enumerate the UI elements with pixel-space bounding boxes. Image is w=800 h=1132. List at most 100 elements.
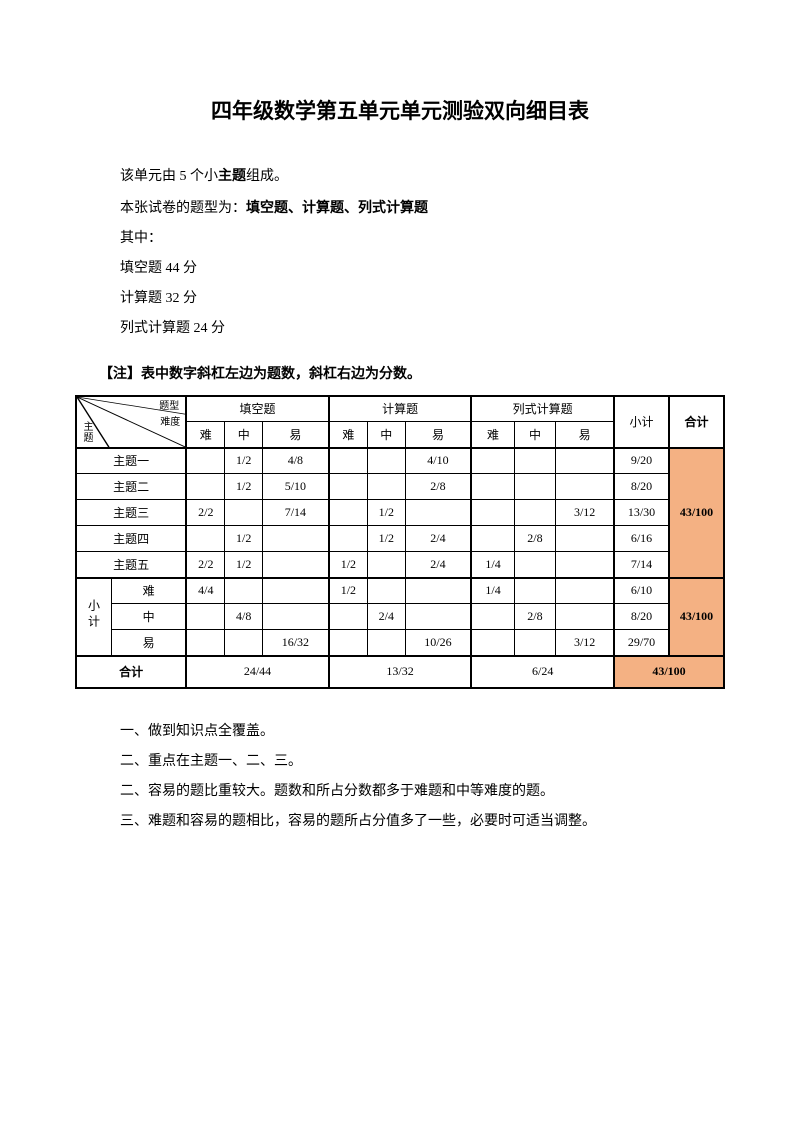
cell-subtotal: 9/20 bbox=[614, 448, 669, 474]
cell bbox=[556, 448, 614, 474]
intro-line-2: 本张试卷的题型为：填空题、计算题、列式计算题 bbox=[120, 192, 725, 224]
intro-line-6: 列式计算题 24 分 bbox=[120, 314, 725, 344]
cell bbox=[186, 474, 225, 500]
cell: 2/8 bbox=[514, 604, 556, 630]
cell: 5/10 bbox=[262, 474, 328, 500]
cell bbox=[514, 630, 556, 656]
table-row: 主题五 2/2 1/2 1/2 2/4 1/4 7/14 bbox=[76, 552, 724, 578]
cell bbox=[186, 526, 225, 552]
cell: 1/2 bbox=[225, 448, 263, 474]
cell: 2/4 bbox=[368, 604, 406, 630]
footer-line: 一、做到知识点全覆盖。 bbox=[120, 717, 725, 747]
cell bbox=[329, 630, 368, 656]
cell: 4/8 bbox=[225, 604, 263, 630]
cell: 16/32 bbox=[262, 630, 328, 656]
footer-line: 二、重点在主题一、二、三。 bbox=[120, 747, 725, 777]
cell-total: 43/100 bbox=[669, 578, 724, 656]
table-row: 主题二 1/2 5/10 2/8 8/20 bbox=[76, 474, 724, 500]
row-label: 主题二 bbox=[76, 474, 186, 500]
cell bbox=[368, 474, 406, 500]
cell: 1/2 bbox=[368, 500, 406, 526]
row-label: 主题一 bbox=[76, 448, 186, 474]
cell bbox=[514, 448, 556, 474]
intro-block: 该单元由 5 个小主题组成。 本张试卷的题型为：填空题、计算题、列式计算题 其中… bbox=[75, 160, 725, 345]
cell bbox=[471, 500, 514, 526]
cell-subtotal: 8/20 bbox=[614, 604, 669, 630]
cell: 1/2 bbox=[368, 526, 406, 552]
note-line: 【注】表中数字斜杠左边为题数，斜杠右边为分数。 bbox=[75, 363, 725, 383]
cell bbox=[368, 578, 406, 604]
intro-line-5: 计算题 32 分 bbox=[120, 284, 725, 314]
header-hard: 难 bbox=[186, 422, 225, 448]
cell: 4/10 bbox=[405, 448, 471, 474]
cell-subtotal: 7/14 bbox=[614, 552, 669, 578]
cell bbox=[225, 630, 263, 656]
header-subtotal: 小计 bbox=[614, 396, 669, 448]
cell: 4/4 bbox=[186, 578, 225, 604]
cell bbox=[471, 604, 514, 630]
subtotal-label: 小计 bbox=[76, 578, 112, 656]
cell: 2/4 bbox=[405, 552, 471, 578]
cell bbox=[471, 526, 514, 552]
cell bbox=[368, 552, 406, 578]
header-hard: 难 bbox=[329, 422, 368, 448]
cell bbox=[329, 500, 368, 526]
cell bbox=[186, 630, 225, 656]
row-label: 易 bbox=[112, 630, 187, 656]
row-label: 主题三 bbox=[76, 500, 186, 526]
cell bbox=[262, 552, 328, 578]
grand-cell: 24/44 bbox=[186, 656, 329, 688]
header-fill: 填空题 bbox=[186, 396, 329, 422]
table-row: 主题三 2/2 7/14 1/2 3/12 13/30 bbox=[76, 500, 724, 526]
cell bbox=[405, 604, 471, 630]
cell: 2/2 bbox=[186, 500, 225, 526]
cell bbox=[556, 604, 614, 630]
cell bbox=[471, 474, 514, 500]
cell bbox=[329, 448, 368, 474]
cell: 7/14 bbox=[262, 500, 328, 526]
intro-text: 该单元由 5 个小 bbox=[120, 169, 218, 184]
intro-line-4: 填空题 44 分 bbox=[120, 254, 725, 284]
spec-table: 题型 难度 主题 填空题 计算题 列式计算题 小计 合计 难 中 易 难 中 易… bbox=[75, 395, 725, 689]
cell: 3/12 bbox=[556, 500, 614, 526]
cell bbox=[471, 448, 514, 474]
cell bbox=[514, 552, 556, 578]
cell bbox=[186, 604, 225, 630]
row-label: 主题五 bbox=[76, 552, 186, 578]
footer-line: 三、难题和容易的题相比，容易的题所占分值多了一些，必要时可适当调整。 bbox=[120, 807, 725, 837]
header-hard: 难 bbox=[471, 422, 514, 448]
grand-label: 合计 bbox=[76, 656, 186, 688]
cell bbox=[556, 552, 614, 578]
grand-total: 43/100 bbox=[614, 656, 724, 688]
cell bbox=[556, 578, 614, 604]
table-row: 主题一 1/2 4/8 4/10 9/20 43/100 bbox=[76, 448, 724, 474]
row-label: 中 bbox=[112, 604, 187, 630]
row-label: 主题四 bbox=[76, 526, 186, 552]
cell bbox=[514, 578, 556, 604]
cell bbox=[186, 448, 225, 474]
cell bbox=[514, 500, 556, 526]
cell: 2/8 bbox=[514, 526, 556, 552]
intro-line-1: 该单元由 5 个小主题组成。 bbox=[120, 160, 725, 192]
cell bbox=[405, 500, 471, 526]
cell: 3/12 bbox=[556, 630, 614, 656]
header-medium: 中 bbox=[368, 422, 406, 448]
cell: 1/2 bbox=[225, 526, 263, 552]
diag-label-qtype: 题型 bbox=[159, 402, 179, 412]
page-title: 四年级数学第五单元单元测验双向细目表 bbox=[75, 95, 725, 125]
diag-header-cell: 题型 难度 主题 bbox=[76, 396, 186, 448]
cell-subtotal: 29/70 bbox=[614, 630, 669, 656]
cell bbox=[329, 474, 368, 500]
cell bbox=[556, 474, 614, 500]
cell bbox=[262, 578, 328, 604]
cell: 1/2 bbox=[225, 552, 263, 578]
cell: 1/2 bbox=[329, 552, 368, 578]
cell bbox=[368, 448, 406, 474]
footer-block: 一、做到知识点全覆盖。 二、重点在主题一、二、三。 二、容易的题比重较大。题数和… bbox=[75, 717, 725, 837]
diag-label-diff: 难度 bbox=[160, 418, 180, 428]
intro-text: 本张试卷的题型为： bbox=[120, 201, 246, 216]
table-row: 中 4/8 2/4 2/8 8/20 bbox=[76, 604, 724, 630]
intro-bold: 填空题、计算题、列式计算题 bbox=[246, 199, 428, 215]
grand-cell: 13/32 bbox=[329, 656, 472, 688]
cell-total: 43/100 bbox=[669, 448, 724, 578]
